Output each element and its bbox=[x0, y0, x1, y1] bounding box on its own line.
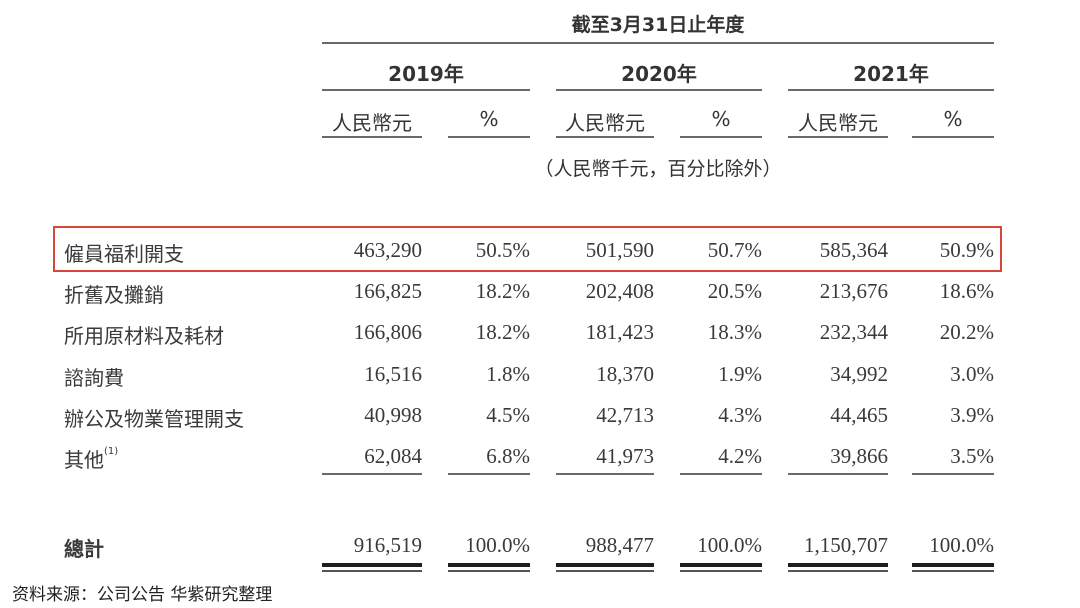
cell: 16,516 bbox=[364, 362, 422, 386]
cell: 232,344 bbox=[819, 320, 888, 344]
total-cell: 988,477 bbox=[585, 533, 654, 557]
subtotal-rule bbox=[556, 473, 654, 475]
subheader-rule bbox=[448, 136, 530, 138]
subheader-rule bbox=[788, 136, 888, 138]
cell: 50.5% bbox=[475, 238, 530, 262]
subheader-rule bbox=[680, 136, 762, 138]
cell: 181,423 bbox=[585, 320, 654, 344]
subtotal-rule bbox=[912, 473, 994, 475]
subheader-pct-2019: % bbox=[479, 107, 499, 131]
period-header-rule bbox=[322, 42, 994, 44]
cell: 40,998 bbox=[364, 403, 422, 427]
row-label-text: 其他 bbox=[64, 448, 104, 472]
cell: 42,713 bbox=[596, 403, 654, 427]
year-header-2019: 2019年 bbox=[388, 62, 464, 86]
cell: 1.9% bbox=[718, 362, 762, 386]
year-header-2021: 2021年 bbox=[853, 62, 929, 86]
cell: 50.7% bbox=[707, 238, 762, 262]
footnote-marker: (1) bbox=[104, 446, 119, 457]
row-label: 折舊及攤銷 bbox=[64, 283, 164, 307]
total-label: 總計 bbox=[64, 537, 104, 561]
cell: 18.2% bbox=[475, 320, 530, 344]
cell: 18,370 bbox=[596, 362, 654, 386]
cell: 202,408 bbox=[585, 279, 654, 303]
cell: 166,806 bbox=[353, 320, 422, 344]
subheader-rmb-2020: 人民幣元 bbox=[565, 111, 645, 135]
cell: 34,992 bbox=[830, 362, 888, 386]
highlight-box bbox=[53, 226, 1002, 272]
cell: 3.0% bbox=[950, 362, 994, 386]
cell: 6.8% bbox=[486, 444, 530, 468]
cell: 50.9% bbox=[939, 238, 994, 262]
year-header-2020: 2020年 bbox=[621, 62, 697, 86]
year-rule-2020 bbox=[556, 89, 762, 91]
subheader-rmb-2019: 人民幣元 bbox=[332, 111, 412, 135]
source-note: 资料来源：公司公告 华紫研究整理 bbox=[12, 585, 273, 605]
cell: 39,866 bbox=[830, 444, 888, 468]
cell: 1.8% bbox=[486, 362, 530, 386]
period-header: 截至3月31日止年度 bbox=[571, 14, 745, 36]
subheader-rule bbox=[912, 136, 994, 138]
row-label: 諮詢費 bbox=[64, 366, 124, 390]
subtotal-rule bbox=[448, 473, 530, 475]
subheader-pct-2020: % bbox=[711, 107, 731, 131]
row-label: 所用原材料及耗材 bbox=[64, 324, 224, 348]
total-cell: 100.0% bbox=[697, 533, 762, 557]
subtotal-rule bbox=[788, 473, 888, 475]
cell: 20.2% bbox=[939, 320, 994, 344]
cell: 18.6% bbox=[939, 279, 994, 303]
row-label: 僱員福利開支 bbox=[64, 242, 184, 266]
total-cell: 100.0% bbox=[929, 533, 994, 557]
cell: 18.3% bbox=[707, 320, 762, 344]
cell: 41,973 bbox=[596, 444, 654, 468]
total-cell: 1,150,707 bbox=[804, 533, 888, 557]
cell: 4.3% bbox=[718, 403, 762, 427]
subheader-rule bbox=[322, 136, 422, 138]
total-cell: 916,519 bbox=[353, 533, 422, 557]
unit-note: （人民幣千元，百分比除外） bbox=[534, 158, 782, 180]
cell: 3.9% bbox=[950, 403, 994, 427]
subheader-rmb-2021: 人民幣元 bbox=[798, 111, 878, 135]
cell: 166,825 bbox=[353, 279, 422, 303]
total-cell: 100.0% bbox=[465, 533, 530, 557]
cell: 4.2% bbox=[718, 444, 762, 468]
subheader-rule bbox=[556, 136, 654, 138]
year-rule-2021 bbox=[788, 89, 994, 91]
cell: 3.5% bbox=[950, 444, 994, 468]
row-label: 其他(1) bbox=[64, 444, 118, 473]
cell: 463,290 bbox=[353, 238, 422, 262]
subheader-pct-2021: % bbox=[943, 107, 963, 131]
cell: 20.5% bbox=[707, 279, 762, 303]
row-label: 辦公及物業管理開支 bbox=[64, 407, 244, 431]
subtotal-rule bbox=[322, 473, 422, 475]
cell: 585,364 bbox=[819, 238, 888, 262]
cell: 18.2% bbox=[475, 279, 530, 303]
cell: 4.5% bbox=[486, 403, 530, 427]
cell: 213,676 bbox=[819, 279, 888, 303]
cell: 62,084 bbox=[364, 444, 422, 468]
cell: 44,465 bbox=[830, 403, 888, 427]
subtotal-rule bbox=[680, 473, 762, 475]
year-rule-2019 bbox=[322, 89, 530, 91]
cell: 501,590 bbox=[585, 238, 654, 262]
